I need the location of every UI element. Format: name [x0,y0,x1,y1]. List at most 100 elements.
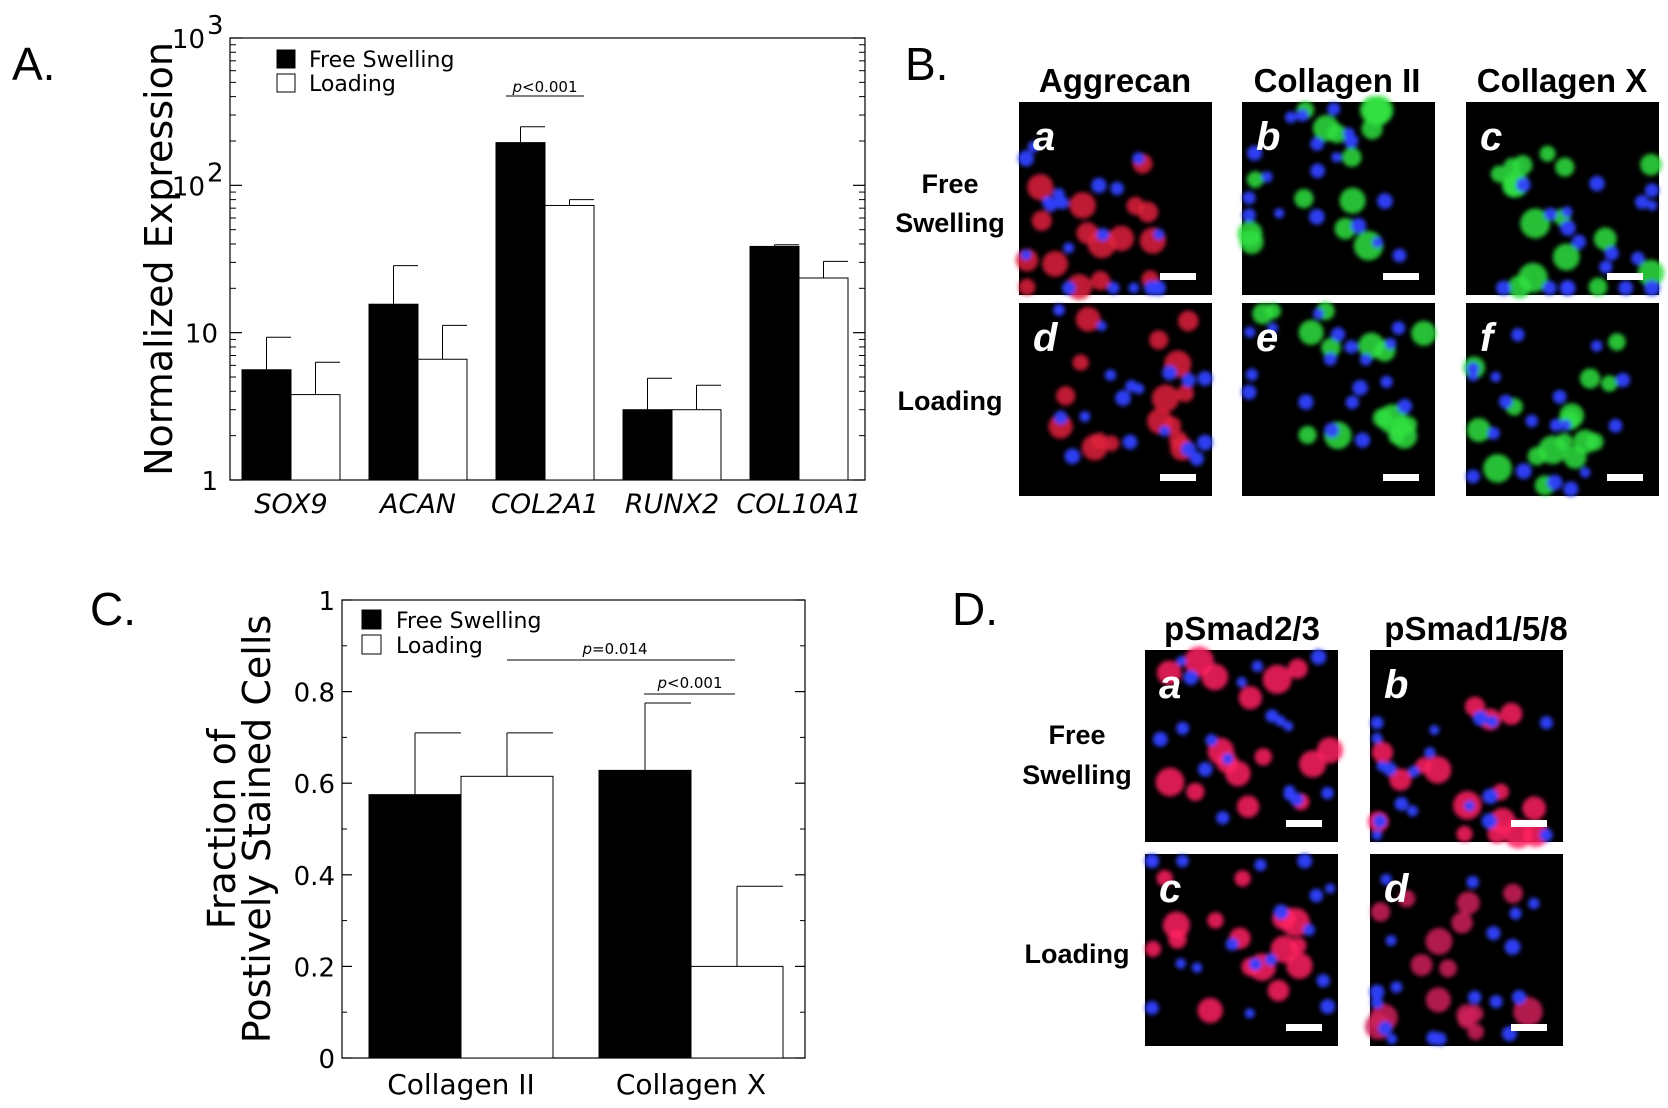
stain-blob [1090,270,1111,291]
row-label-line: Swelling [1022,760,1132,790]
nucleus-blob [1472,710,1489,726]
bar [368,794,462,1059]
nucleus-blob [1482,788,1499,805]
micrograph-image: a [1015,102,1212,300]
category-label: Collagen II [387,1068,535,1101]
nucleus-blob [1552,389,1567,404]
stain-blob [1552,243,1580,271]
bar [460,775,554,1059]
cell-cluster [1152,646,1344,825]
nucleus-blob [1481,813,1498,829]
y-axis-title: Normalized Expression [137,42,181,476]
stain-blob [1579,368,1601,389]
nucleus-blob [1225,937,1239,951]
nucleus-blob [1424,747,1436,759]
nucleus-blob [1370,996,1384,1009]
nucleus-blob [1053,304,1065,316]
scale-bar [1511,1024,1547,1031]
stain-blob [1457,1010,1476,1029]
nucleus-blob [1377,193,1393,209]
nucleus-blob [1406,805,1419,817]
nucleus-blob [1380,375,1393,388]
nucleus-blob [1283,789,1295,801]
stain-blob [1522,796,1547,821]
category-label: Collagen X [616,1068,766,1101]
stain-blob [1254,748,1273,766]
nucleus-blob [1372,236,1384,248]
nucleus-blob [1543,207,1557,221]
stain-blob [1527,446,1547,466]
stain-blob [1556,433,1573,450]
category-label: SOX9 [254,489,327,520]
nucleus-blob [1390,981,1403,993]
category-label: COL10A1 [736,489,861,520]
legend-swatch [276,49,296,69]
nucleus-blob [1273,904,1289,920]
nucleus-blob [1344,340,1359,354]
nucleus-blob [1283,721,1294,732]
nucleus-blob [1369,984,1385,1000]
stain-blob [1246,171,1264,188]
stain-blob [1281,907,1310,937]
stain-blob [1184,646,1214,677]
micrograph-image: c [1144,853,1338,1046]
stain-blob [1370,902,1391,922]
stain-blob [1334,217,1357,240]
nucleus-blob [1244,1008,1255,1019]
nucleus-blob [1385,935,1397,946]
stain-blob [1483,454,1512,483]
nucleus-blob [1242,208,1256,222]
nucleus-blob [1498,394,1513,409]
stain-blob [1076,222,1099,245]
nucleus-blob [1350,217,1367,234]
nucleus-blob [1378,1021,1393,1036]
panel-d-letter: D. [952,583,998,635]
stain-blob [1456,891,1480,915]
nucleus-blob [1295,108,1309,122]
panel-c-letter: C. [90,583,136,635]
nucleus-blob [1618,280,1634,296]
nucleus-blob [1325,883,1336,894]
stain-blob [1042,250,1068,277]
nucleus-blob [1539,828,1553,842]
stain-blob [1410,954,1433,976]
nucleus-blob [1343,127,1355,140]
subpanel-label: b [1256,115,1280,159]
nucleus-blob [1486,715,1499,728]
stain-blob [1371,741,1394,763]
row-label: Free Swelling [895,169,1005,238]
stain-blob [1286,952,1313,979]
nucleus-blob [1115,390,1131,406]
nucleus-blob [1297,853,1313,869]
nucleus-blob [1265,709,1279,723]
bar [690,965,784,1059]
nucleus-blob [1382,761,1397,777]
nucleus-blob [1027,140,1040,153]
stain-blob [1162,911,1190,939]
stain-blob [1424,756,1452,784]
stain-blob [1588,277,1608,297]
cell-cluster [1237,95,1407,263]
nucleus-blob [1487,427,1500,440]
nucleus-blob [1144,853,1160,869]
stain-blob [1267,979,1290,1002]
scale-bar [1160,273,1196,280]
legend-label: Free Swelling [396,609,541,634]
stain-blob [1339,187,1366,214]
nucleus-blob [1359,353,1372,366]
nucleus-blob [1104,369,1117,381]
y-tick-label: 10 [172,25,205,55]
p-value: <0.001 [522,78,578,96]
stain-blob [1018,278,1036,296]
nucleus-blob [1504,939,1521,955]
stain-blob [1287,658,1308,679]
nucleus-blob [1055,196,1069,210]
stain-blob [1294,188,1314,209]
nucleus-blob [1145,1000,1159,1015]
subpanel-label: b [1384,663,1408,707]
category-label: ACAN [378,489,456,520]
scale-bar [1511,820,1547,827]
nucleus-blob [1312,308,1324,320]
y-tick-label: 1 [201,467,218,497]
y-tick-label: 0.4 [294,862,335,892]
